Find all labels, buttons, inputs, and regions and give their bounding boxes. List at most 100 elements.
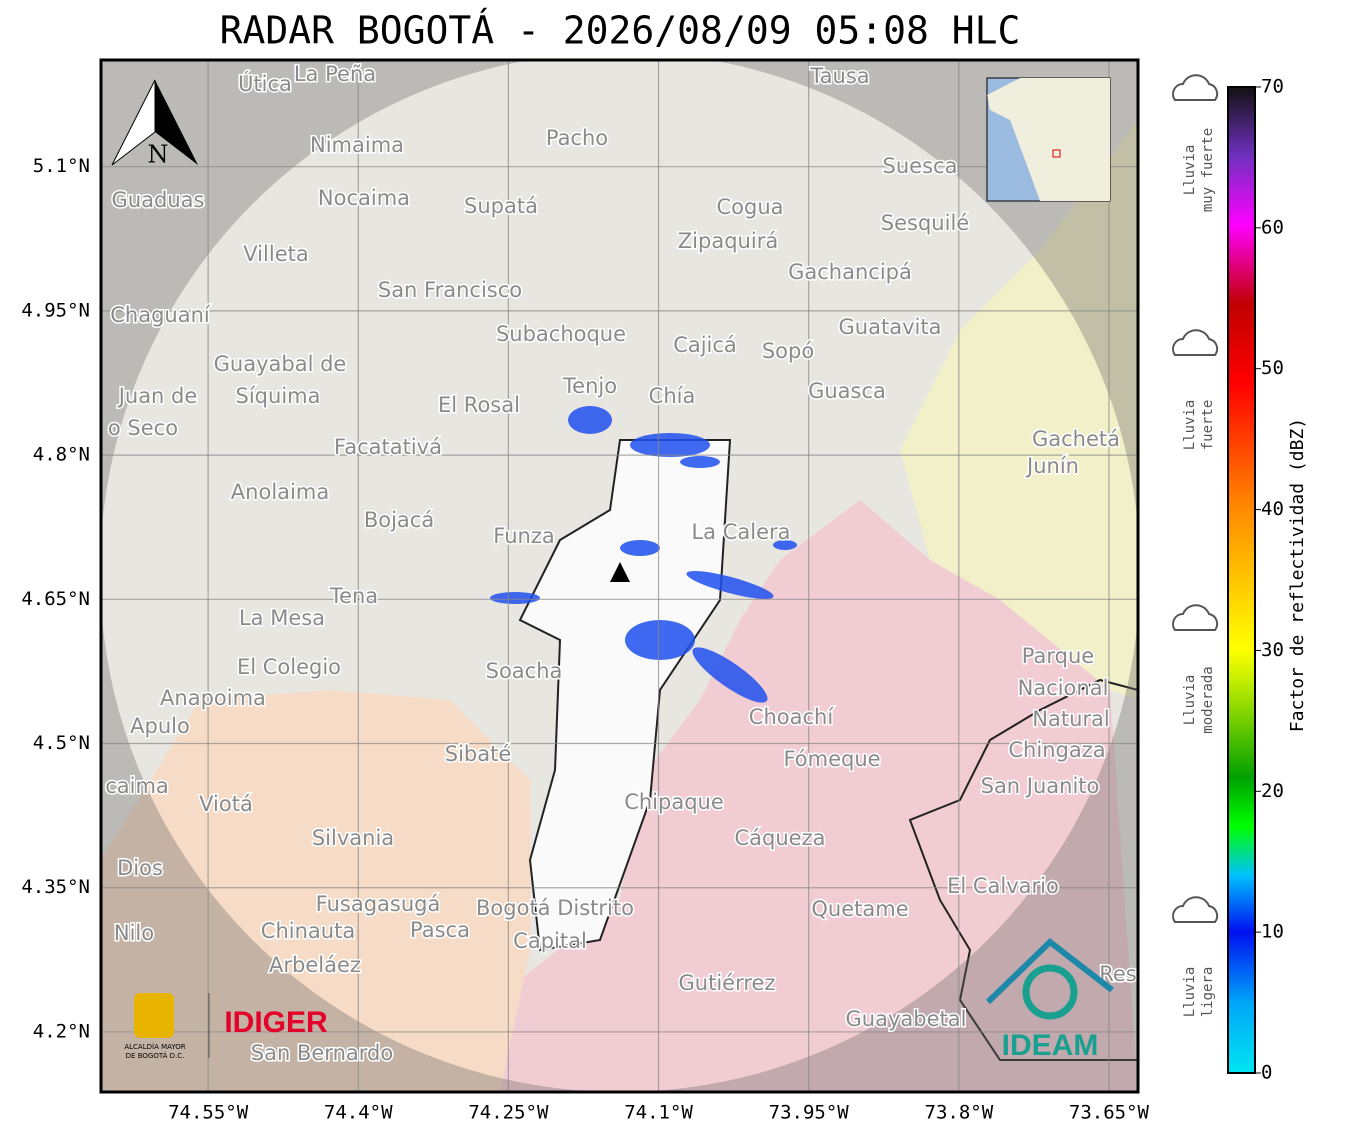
place-label: La Peña [294,62,376,86]
place-label: Apulo [130,714,190,738]
lon-tick-label: 73.8°W [925,1102,994,1124]
lon-tick-label: 73.65°W [1069,1102,1150,1124]
place-label: Síquima [236,384,321,408]
colorbar-tick-label: 60 [1261,216,1284,238]
place-label: Bogotá Distrito [476,896,634,920]
place-label: Viotá [199,792,253,816]
place-label: Juan de [117,384,198,408]
place-label: Soacha [486,659,563,683]
place-label: Fusagasugá [316,892,441,916]
place-label: Cáqueza [735,826,826,850]
place-label: Capital [513,929,587,953]
place-label: Tenjo [562,374,617,398]
place-label: Nilo [114,921,154,945]
place-label: San Bernardo [251,1041,393,1065]
place-label: Chaguaní [110,303,211,327]
lat-tick-label: 5.1°N [33,155,90,177]
legend-label: ligera [1200,967,1216,1018]
place-label: La Mesa [239,606,325,630]
place-label: Silvania [312,826,394,850]
place-label: Tena [329,584,378,608]
place-label: Sesquilé [881,211,969,235]
place-label: Suesca [883,154,958,178]
north-label: N [148,141,169,169]
place-label: Nacional [1018,676,1109,700]
place-label: Guaduas [112,188,205,212]
place-label: San Juanito [981,774,1100,798]
lon-tick-label: 73.95°W [769,1102,850,1124]
legend-label: Lluvia [1182,145,1198,196]
place-label: Quetame [811,897,908,921]
place-label: Nimaima [310,133,404,157]
place-label: Guayabal de [214,352,347,376]
legend-label: Lluvia [1182,400,1198,451]
place-label: caima [105,774,169,798]
place-label: Gachancipá [788,260,912,284]
lat-tick-label: 4.95°N [21,299,90,321]
place-label: El Calvario [947,874,1059,898]
colorbar-tick-label: 50 [1261,357,1284,379]
place-label: Cajicá [673,333,737,357]
rain-icon [1172,74,1219,101]
place-label: Pasca [410,918,470,942]
place-label: Pacho [546,126,608,150]
logo-text: IDIGER [224,1006,328,1039]
rain-icon [1172,329,1219,356]
colorbar-label: Factor de reflectividad (dBZ) [1287,418,1308,732]
place-label: Guasca [808,379,886,403]
legend-label: Lluvia [1182,967,1198,1018]
place-label: La Calera [691,520,790,544]
map-area: Útica La Peña Tausa Pacho Nimaima Suesca Guadu… [101,60,1138,1092]
place-label: Facatativá [334,435,442,459]
place-label: Funza [493,524,554,548]
place-label: Anapoima [160,686,266,710]
place-label: Chinauta [261,919,355,943]
cloud [1172,896,1219,923]
place-label: Subachoque [496,322,626,346]
place-label: El Rosal [438,393,520,417]
rain-icon [1172,604,1219,631]
place-label: Útica [238,71,292,96]
lon-tick-label: 74.4°W [324,1102,393,1124]
place-label: Chingaza [1008,738,1105,762]
place-label: El Colegio [237,655,341,679]
logos: ALCALDÍA MAYOR DE BOGOTÁ D.C. IDIGER IDE… [124,938,1114,1062]
place-label: Arbeláez [269,953,361,977]
colorbar-tick-label: 20 [1261,780,1284,802]
place-label: Chipaque [624,790,724,814]
cloud [1172,604,1219,631]
place-label: San Francisco [378,278,522,302]
place-label: Anolaima [231,480,329,504]
legend-label: moderada [1200,666,1216,733]
cloud [1172,74,1219,101]
logo-text: DE BOGOTÁ D.C. [126,1051,185,1060]
lat-tick-label: 4.2°N [33,1020,90,1042]
place-label: Guayabetal [846,1007,967,1031]
logo-text: IDEAM [1002,1029,1099,1062]
inset-map [986,77,1111,202]
place-label: Nocaima [318,186,410,210]
place-label: Guatavita [839,315,942,339]
logo-text: ALCALDÍA MAYOR [124,1042,185,1051]
legend-label: Lluvia [1182,675,1198,726]
colorbar-tick-label: 40 [1261,498,1284,520]
place-label: Parque [1022,644,1094,668]
place-label: Bojacá [364,508,434,532]
colorbar-tick-label: 10 [1261,921,1284,943]
title: RADAR BOGOTÁ - 2026/08/09 05:08 HLC [220,9,1021,53]
place-label: Gutiérrez [679,971,776,995]
place-label: Dios [117,856,163,880]
colorbar-tick-label: 70 [1261,76,1284,98]
lat-tick-label: 4.5°N [33,732,90,754]
lat-tick-label: 4.8°N [33,444,90,466]
place-label: o Seco [108,416,178,440]
lon-tick-label: 74.25°W [468,1102,549,1124]
legend-label: muy fuerte [1200,128,1216,212]
place-label: Sopó [762,339,814,363]
place-label: Sibaté [445,742,512,766]
lon-tick-label: 74.55°W [168,1102,249,1124]
colorbar-tick-label: 0 [1261,1062,1272,1084]
place-label: Gachetá [1032,427,1120,451]
